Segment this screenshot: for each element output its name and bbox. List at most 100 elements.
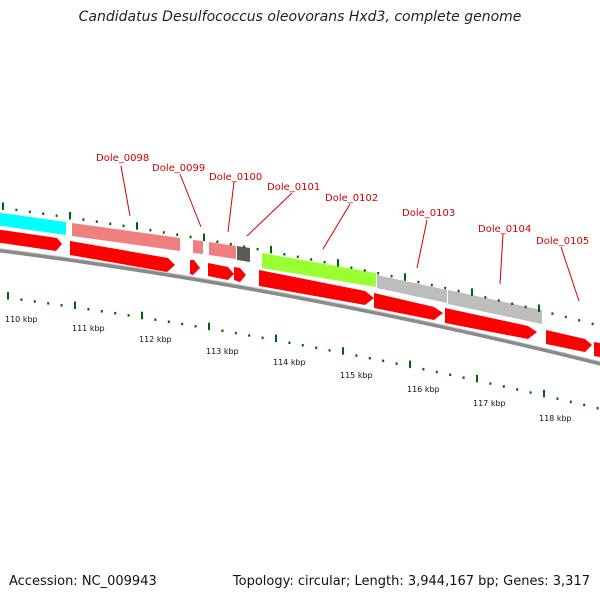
lower-ticks-tick <box>74 301 76 309</box>
lower-ticks-tick <box>395 362 398 365</box>
lower-ticks-tick <box>181 322 184 326</box>
locus-label-0102: Dole_0102 <box>325 193 378 204</box>
lower-ticks-tick <box>502 385 505 388</box>
leader-line-0103 <box>416 219 428 269</box>
lower-ticks-tick <box>248 334 251 337</box>
upper-ticks-tick <box>511 302 514 305</box>
cds-arrow-9 <box>546 330 592 352</box>
genome-backbone <box>0 248 600 366</box>
lower-ticks-tick <box>569 400 572 404</box>
cds-arrow-5 <box>234 267 246 282</box>
lower-ticks-tick <box>261 336 264 340</box>
cds-arrow-10 <box>594 342 600 357</box>
lower-ticks-tick <box>301 344 304 347</box>
upper-ticks-tick <box>69 211 71 220</box>
lower-ticks-tick <box>516 388 519 391</box>
upper-ticks-tick <box>176 233 179 236</box>
cds-arrow-6 <box>259 270 374 305</box>
upper-ticks-tick <box>203 233 205 242</box>
scale-label-116: 116 kbp <box>407 385 440 394</box>
leader-line-0105 <box>560 246 580 302</box>
upper-ticks-tick <box>55 214 58 217</box>
leader-line-0100 <box>227 181 235 233</box>
upper-ticks-tick <box>189 235 192 239</box>
lower-ticks-tick <box>234 331 237 335</box>
upper-ticks-tick <box>377 272 380 275</box>
locus-label-0100: Dole_0100 <box>209 172 262 183</box>
upper-ticks-tick <box>122 224 125 228</box>
leader-line-0102 <box>322 203 351 250</box>
lower-ticks-tick <box>47 302 50 305</box>
locus-label-0098: Dole_0098 <box>96 153 149 164</box>
upper-ticks-tick <box>538 304 540 312</box>
upper-ticks-tick <box>15 208 18 212</box>
accession-text: Accession: NC_009943 <box>9 574 157 589</box>
upper-ticks-tick <box>243 245 246 248</box>
lower-ticks-tick <box>315 346 318 349</box>
grey-feature-band-2 <box>448 290 542 324</box>
lower-ticks-tick <box>596 406 599 410</box>
lower-ticks-tick <box>194 325 197 328</box>
lower-ticks-tick <box>154 318 157 321</box>
cds-arrow-8 <box>445 308 537 339</box>
upper-ticks-tick <box>149 228 152 232</box>
upper-ticks-tick <box>471 288 473 296</box>
lower-ticks-tick <box>368 357 371 360</box>
scale-label-118: 118 kbp <box>539 414 572 423</box>
scale-label-111: 111 kbp <box>72 324 105 333</box>
lower-ticks-tick <box>543 389 545 398</box>
genome-backbone-highlight <box>0 247 600 363</box>
map-title: Candidatus Desulfococcus oleovorans Hxd3… <box>78 9 522 25</box>
upper-ticks-tick <box>524 305 527 309</box>
upper-ticks-tick <box>404 273 406 281</box>
lower-ticks-tick <box>100 310 103 313</box>
upper-tick-row <box>2 202 594 326</box>
cyan-feature-band <box>0 212 66 235</box>
upper-ticks-tick <box>136 222 138 230</box>
lower-ticks-tick <box>449 373 452 376</box>
upper-ticks-tick <box>551 312 554 315</box>
upper-ticks-tick <box>564 315 567 319</box>
lower-ticks-tick <box>7 292 9 300</box>
locus-label-0101: Dole_0101 <box>267 182 320 193</box>
lower-ticks-tick <box>556 397 559 400</box>
cds-arrow-1 <box>0 229 62 251</box>
locus-label-0099: Dole_0099 <box>152 163 205 174</box>
lower-ticks-tick <box>141 311 143 320</box>
lower-ticks-tick <box>60 304 63 307</box>
cds-arrow-3 <box>190 260 200 275</box>
lower-ticks-tick <box>167 320 170 323</box>
pink-feature-band-3 <box>209 242 236 259</box>
lower-ticks-tick <box>489 382 492 385</box>
lower-ticks-tick <box>382 359 385 363</box>
upper-ticks-tick <box>270 245 272 254</box>
leader-line-0104 <box>499 233 504 285</box>
cds-arrow-2 <box>70 241 175 272</box>
upper-ticks-tick <box>28 210 31 214</box>
upper-ticks-tick <box>350 266 353 269</box>
upper-ticks-tick <box>390 274 393 278</box>
upper-ticks-tick <box>444 286 447 290</box>
scale-label-117: 117 kbp <box>473 399 506 408</box>
scale-label-114: 114 kbp <box>273 358 306 367</box>
upper-ticks-tick <box>337 259 339 267</box>
upper-ticks-tick <box>216 240 219 243</box>
lower-ticks-tick <box>342 347 344 355</box>
leader-line-0098 <box>120 165 131 217</box>
lower-ticks-tick <box>462 376 465 379</box>
upper-ticks-tick <box>457 289 460 293</box>
scale-label-115: 115 kbp <box>340 371 373 380</box>
upper-ticks-tick <box>310 258 313 261</box>
upper-ticks-tick <box>363 269 366 272</box>
lower-tick-row <box>7 292 599 410</box>
pink-feature-band-2 <box>193 240 203 254</box>
upper-ticks-tick <box>417 280 420 284</box>
lower-ticks-tick <box>20 298 23 301</box>
upper-ticks-tick <box>162 231 165 234</box>
lower-ticks-tick <box>33 300 36 303</box>
green-feature-band <box>262 253 376 287</box>
upper-ticks-tick <box>229 242 232 246</box>
lower-ticks-tick <box>529 391 532 394</box>
lower-ticks-tick <box>275 334 277 343</box>
